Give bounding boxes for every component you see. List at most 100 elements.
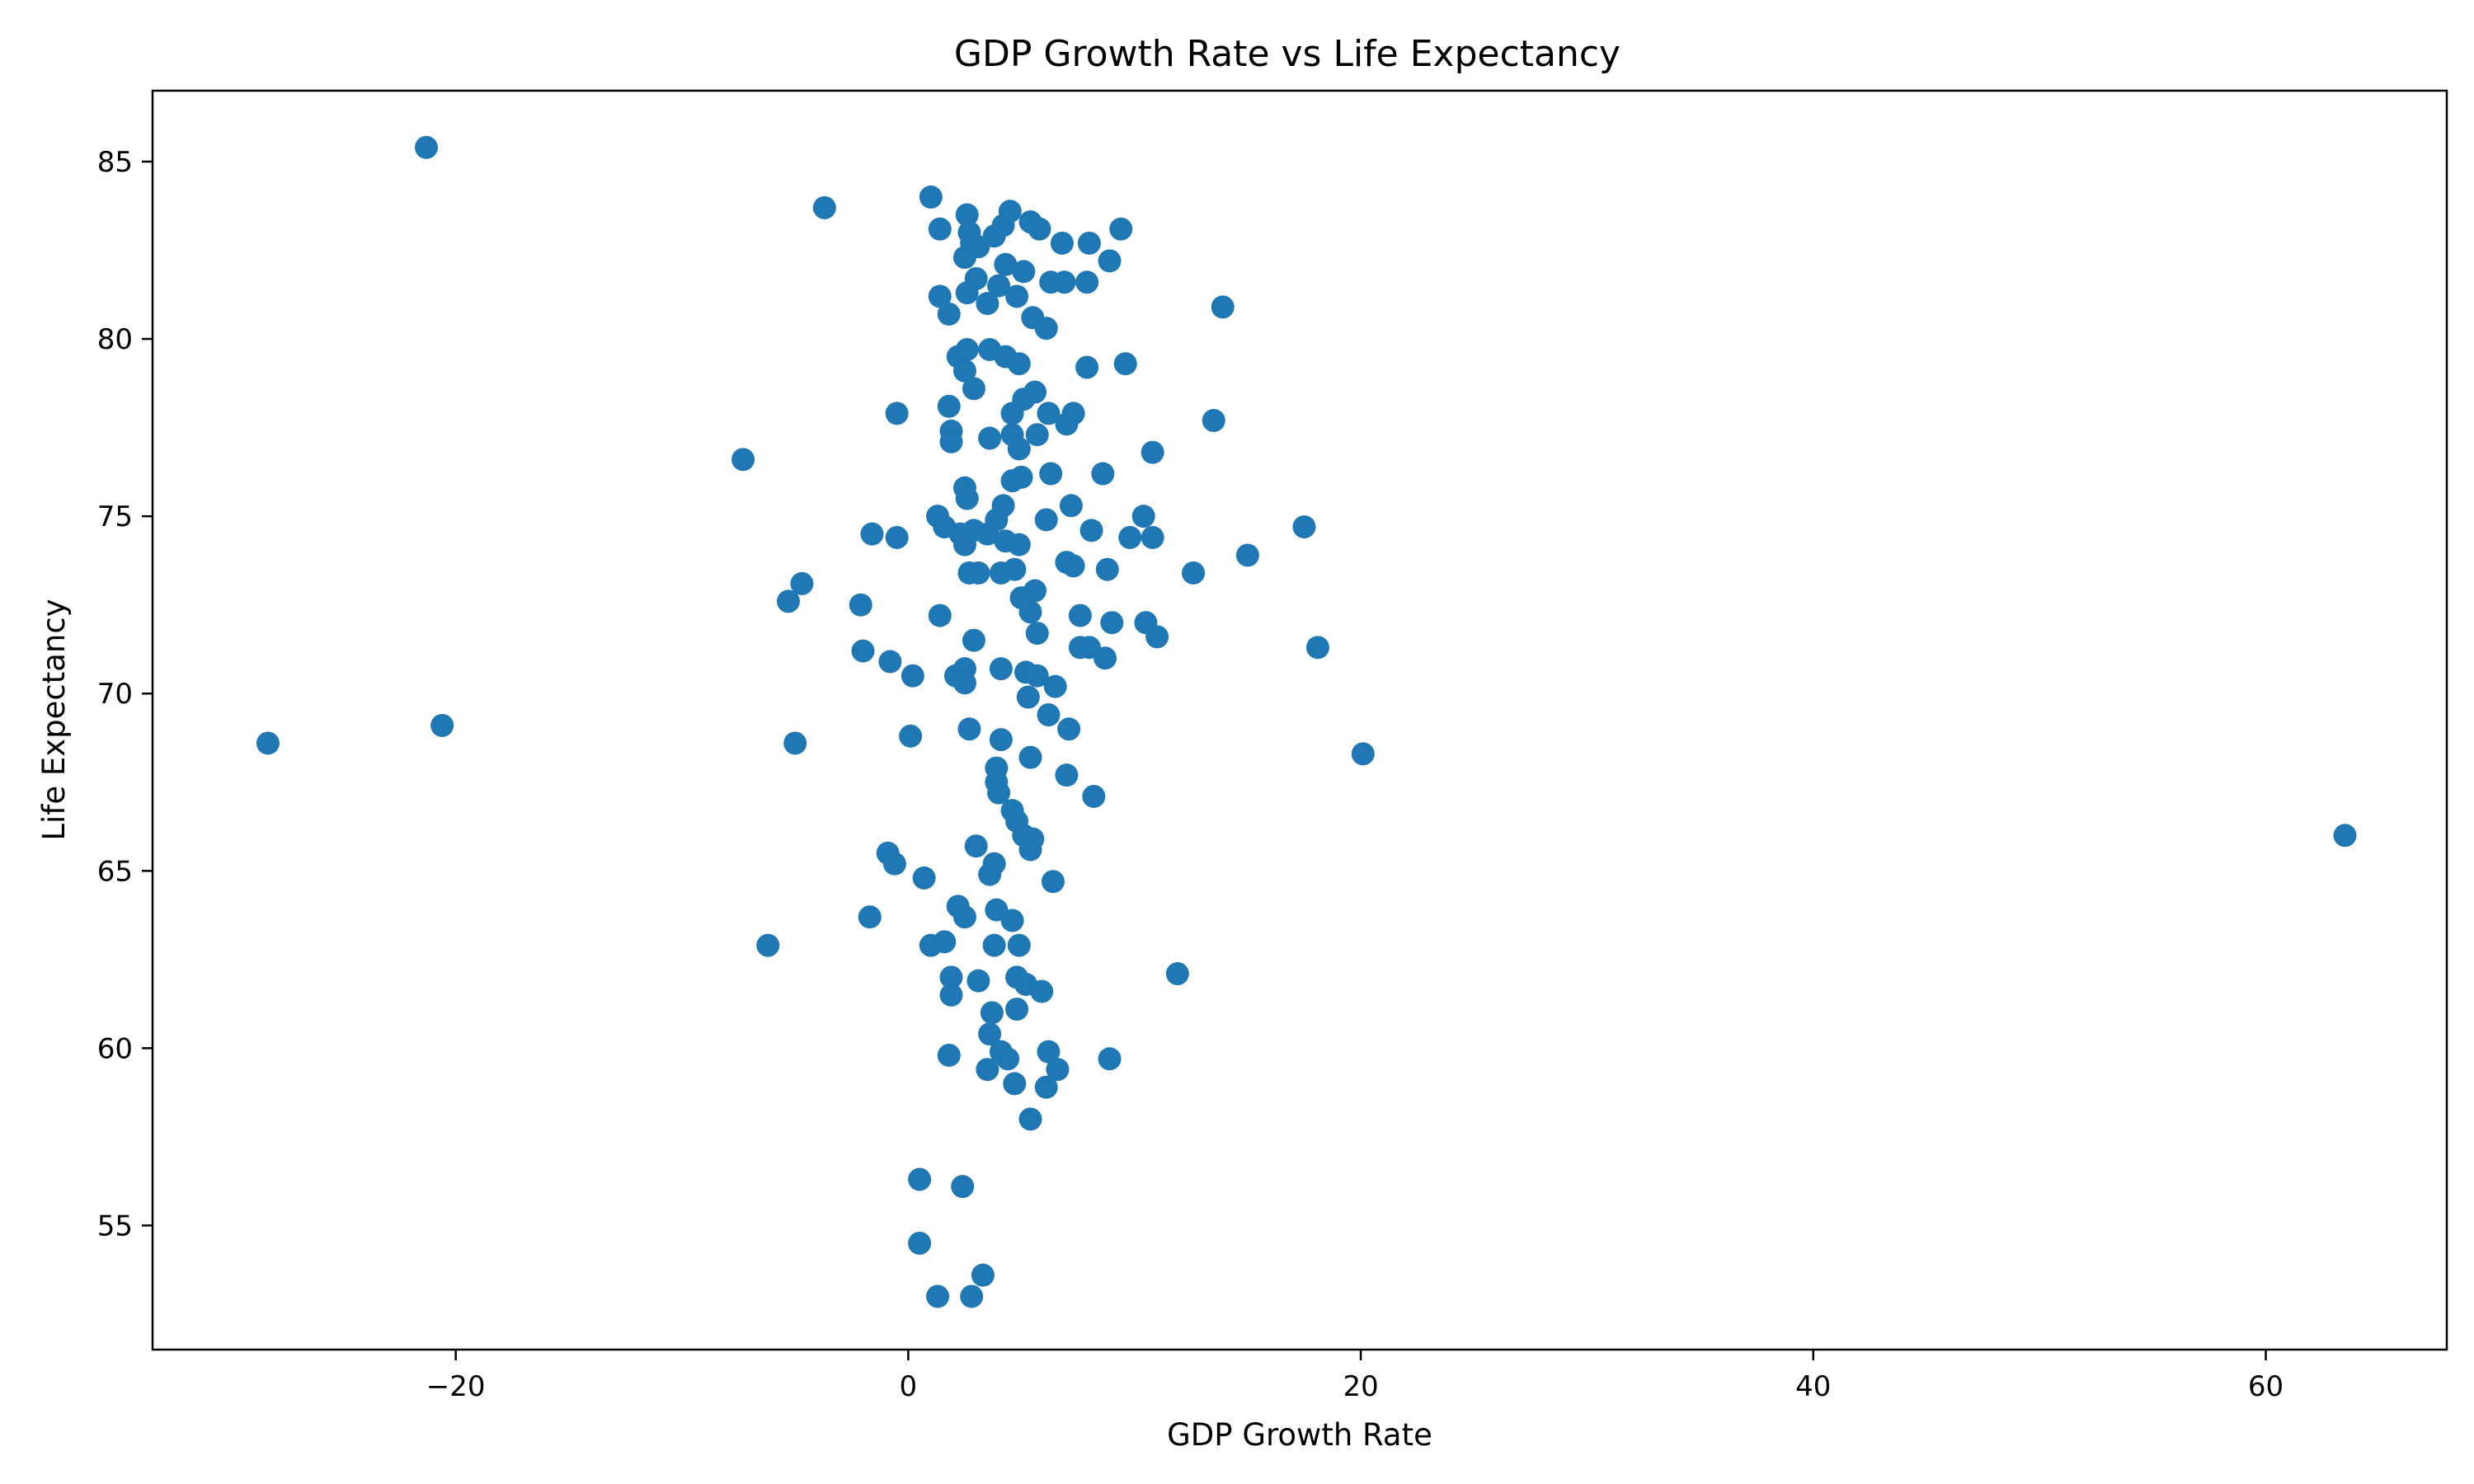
data-point [957,717,981,741]
x-tick-label: 0 [900,1370,918,1403]
data-point [1351,742,1375,766]
data-point [1007,533,1031,556]
data-point [994,252,1018,276]
x-tick-label: −20 [426,1370,486,1403]
data-point [1037,703,1061,727]
data-point [1068,603,1092,627]
data-point [1028,217,1051,241]
data-point [998,200,1022,223]
data-point [1077,231,1101,255]
data-point [980,1001,1004,1025]
data-point [1095,557,1119,581]
data-point [971,1263,995,1287]
data-point [937,394,961,418]
data-points [256,135,2357,1308]
data-point [790,571,814,595]
data-point [1018,600,1042,624]
data-point [937,1043,961,1067]
data-point [860,522,884,546]
data-point [1034,508,1058,532]
data-point [982,933,1006,957]
data-point [1141,440,1164,464]
data-point [1145,625,1169,649]
y-axis-label: Life Expectancy [36,599,72,840]
data-point [1037,402,1061,425]
data-point [908,1231,932,1255]
x-tick-label: 60 [2248,1370,2284,1403]
data-point [955,338,979,362]
data-point [1012,260,1036,284]
y-tick-label: 70 [97,678,133,711]
data-point [882,852,906,876]
data-point [985,508,1009,532]
data-point [1098,1047,1122,1071]
data-point [1061,554,1085,578]
data-point [987,274,1011,298]
data-point [1018,838,1042,862]
data-point [952,671,976,695]
data-point [1030,979,1054,1003]
data-point [1079,519,1103,542]
data-point [1023,380,1047,404]
data-point [1052,270,1076,294]
data-point [1007,933,1031,957]
data-point [1091,462,1115,486]
data-point [1005,998,1029,1021]
data-point [928,603,952,627]
data-point [1039,462,1063,486]
data-point [1182,561,1206,585]
plot-frame [151,89,2448,1351]
y-axis: 55 60 65 70 75 80 85 [97,146,153,1242]
data-point [1009,465,1033,489]
data-point [952,359,976,383]
data-point [1098,249,1122,273]
data-point [899,724,923,748]
data-point [1046,1058,1070,1082]
data-point [1109,217,1133,241]
data-point [1003,557,1027,581]
data-point [1075,270,1099,294]
data-point [928,284,952,308]
data-point [878,650,902,674]
data-point [978,862,1002,886]
data-point [1082,784,1106,808]
data-point [901,664,924,688]
x-tick-label: 20 [1343,1370,1378,1403]
data-point [955,486,979,510]
data-point [731,448,755,472]
data-point [849,593,872,617]
data-point [978,426,1002,450]
data-point [1000,402,1024,425]
data-point [1075,355,1099,379]
data-point [955,203,979,227]
data-point [1113,352,1137,376]
data-point [908,1167,932,1191]
data-point [1118,525,1142,549]
data-point [951,1175,975,1199]
data-point [414,135,438,159]
data-point [937,302,961,326]
data-point [1007,437,1031,461]
data-point [2333,824,2357,848]
data-point [967,969,990,993]
data-point [1100,611,1124,635]
data-point [1025,423,1049,447]
data-point [919,186,943,209]
data-point [1043,674,1067,698]
x-tick-label: 40 [1795,1370,1831,1403]
data-point [783,731,807,755]
data-point [939,430,963,453]
data-point [962,628,985,652]
data-point [1165,962,1189,986]
y-tick-label: 75 [97,500,133,533]
data-point [1034,317,1058,340]
data-point [928,217,952,241]
data-point [1094,646,1117,670]
data-point [1023,579,1047,603]
data-point [964,834,988,858]
data-point [989,728,1013,752]
data-point [996,1047,1020,1071]
data-point [1000,909,1024,932]
